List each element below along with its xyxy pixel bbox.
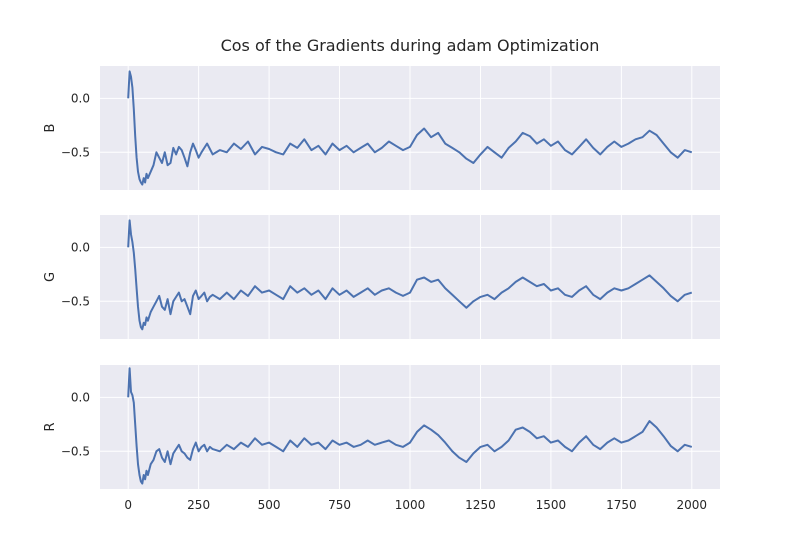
y-tick-label: 0.0 — [71, 390, 90, 404]
x-tick-label: 1750 — [606, 498, 637, 512]
x-tick-label: 750 — [328, 498, 351, 512]
y-tick-label: −0.5 — [61, 145, 90, 159]
y-tick-label: −0.5 — [61, 444, 90, 458]
x-tick-label: 2000 — [677, 498, 708, 512]
x-tick-label: 1500 — [536, 498, 567, 512]
series-line-B — [127, 70, 693, 186]
panel-G: 0.0 −0.5 G — [43, 215, 720, 339]
series-line-R — [127, 367, 693, 485]
y-axis-label: B — [43, 124, 58, 133]
chart-title: Cos of the Gradients during adam Optimiz… — [221, 36, 600, 55]
panel-B: 0.0 −0.5 B — [43, 66, 720, 190]
x-tick-label: 1000 — [395, 498, 426, 512]
y-tick-label: 0.0 — [71, 240, 90, 254]
series-line-G — [127, 219, 693, 331]
y-tick-label: 0.0 — [71, 91, 90, 105]
x-tick-label: 250 — [187, 498, 210, 512]
x-tick-label: 1250 — [465, 498, 496, 512]
y-tick-label: −0.5 — [61, 294, 90, 308]
y-axis-label: G — [43, 272, 58, 282]
x-tick-label: 500 — [258, 498, 281, 512]
x-tick-label: 0 — [124, 498, 132, 512]
y-axis-label: R — [43, 422, 58, 431]
panel-R: 0.0 −0.5 R 0 250 500 750 1000 1250 1500 1750 2000 — [43, 365, 720, 512]
panels: 0.0 −0.5 B 0.0 −0.5 G 0.0 −0.5 R 0 250 500 750 1000 12… — [43, 66, 720, 512]
